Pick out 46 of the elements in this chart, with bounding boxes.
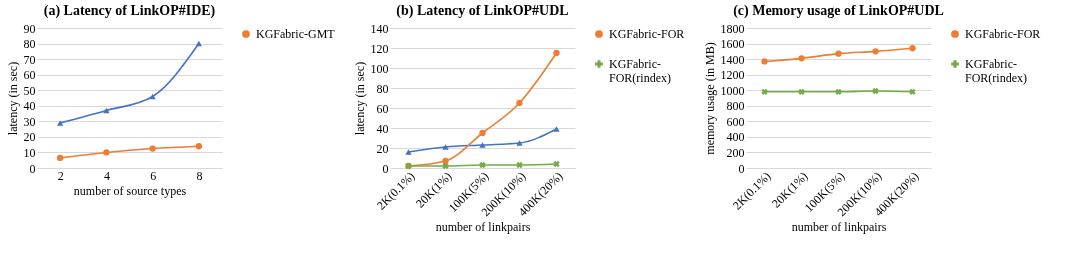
y-tick-label: 140 (370, 21, 389, 36)
legend-label: KGFabric-FOR (965, 27, 1041, 41)
legend-label: KGFabric-FOR(rindex) (609, 57, 671, 85)
y-tick-label: 80 (23, 37, 36, 52)
y-tick-label: 0 (382, 161, 389, 176)
legend-label: KGFabric-FOR(rindex) (965, 57, 1027, 85)
chart-title: (c) Memory usage of LinkOP#UDL (733, 3, 944, 19)
y-tick-label: 40 (23, 99, 36, 114)
y-tick-label: 20 (23, 130, 36, 145)
y-tick-label: 60 (376, 101, 389, 116)
y-tick-label: 1200 (720, 68, 745, 83)
y-tick-label: 80 (376, 81, 389, 96)
y-tick-label: 10 (23, 145, 36, 160)
y-axis-title: memory usage (in MB) (702, 42, 717, 155)
y-tick-label: 400 (726, 130, 745, 145)
y-tick-label: 1000 (720, 83, 745, 98)
y-tick-label: 60 (23, 68, 36, 83)
y-tick-label: 1800 (720, 21, 745, 36)
x-axis-title: number of linkpairs (791, 220, 887, 235)
y-tick-label: 0 (29, 161, 36, 176)
y-tick-label: 20 (376, 141, 389, 156)
x-tick-label: 2 (57, 168, 64, 183)
y-tick-label: 30 (23, 114, 36, 129)
chart-title: (a) Latency of LinkOP#IDE) (43, 3, 216, 19)
y-axis-title: latency (in sec) (5, 61, 20, 136)
x-tick-label: 4 (103, 168, 110, 183)
y-tick-label: 1600 (720, 37, 745, 52)
y-tick-label: 120 (370, 41, 389, 56)
y-tick-label: 40 (376, 121, 389, 136)
y-tick-label: 100 (370, 61, 389, 76)
x-axis-title: number of linkpairs (435, 220, 531, 235)
x-tick-label: 8 (196, 168, 203, 183)
y-tick-label: 90 (23, 21, 36, 36)
y-tick-label: 70 (23, 52, 36, 67)
y-tick-label: 800 (726, 99, 745, 114)
legend-label: KGFabric-FOR (609, 27, 685, 41)
legend-label: KGFabric-GMT (256, 27, 336, 41)
x-tick-label: 6 (150, 168, 157, 183)
x-axis-title: number of source types (73, 183, 187, 198)
y-tick-label: 1400 (720, 52, 745, 67)
y-tick-label: 50 (23, 83, 36, 98)
chart-title: (b) Latency of LinkOP#UDL (396, 3, 569, 19)
y-axis-title: latency (in sec) (352, 61, 367, 136)
y-tick-label: 200 (726, 145, 745, 160)
y-tick-label: 600 (726, 114, 745, 129)
y-tick-label: 0 (738, 161, 745, 176)
